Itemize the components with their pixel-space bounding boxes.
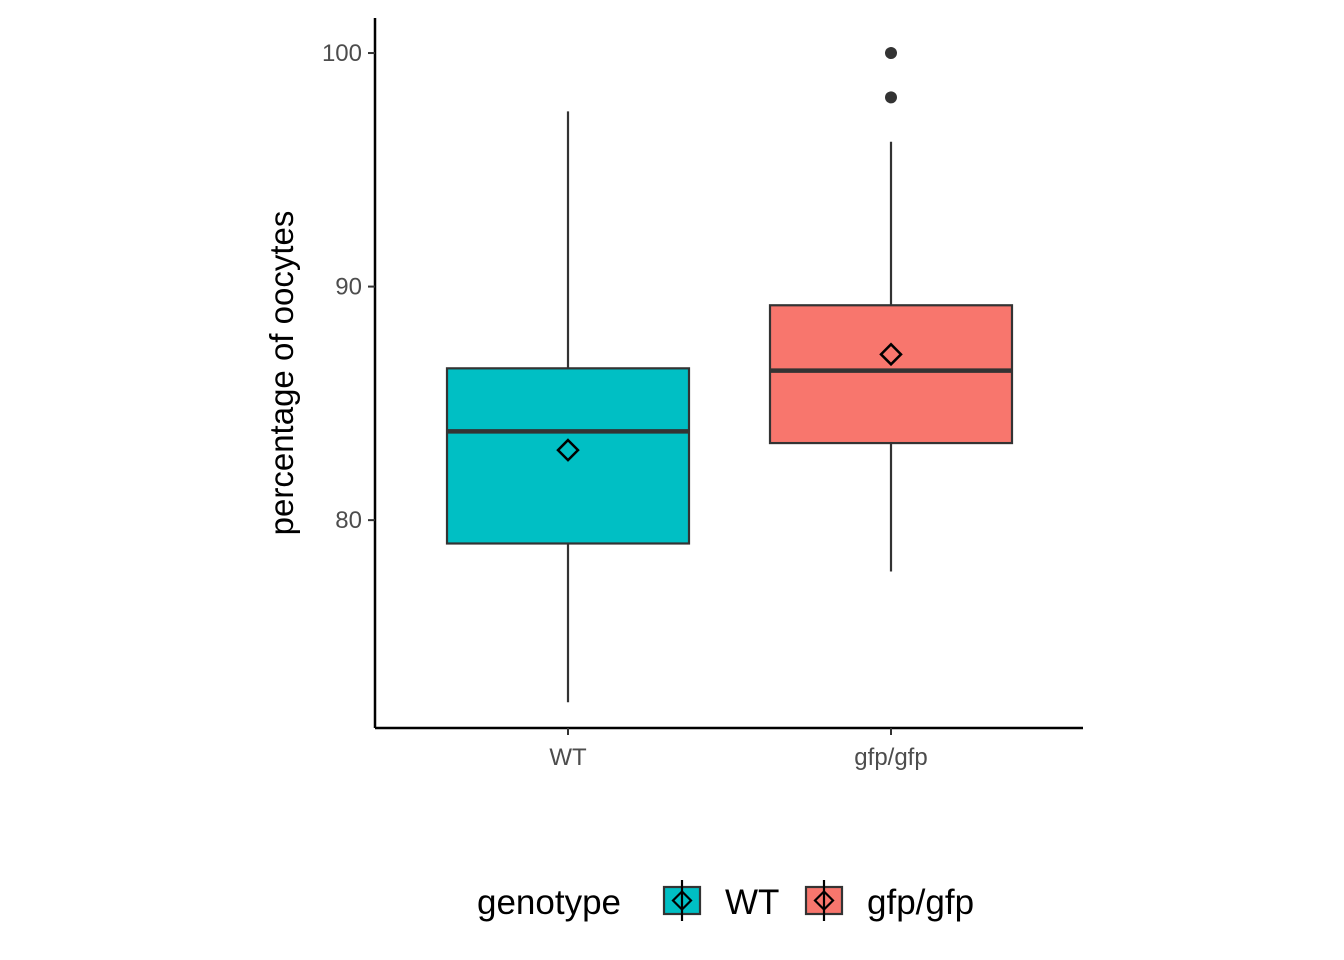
legend-key-gfp-gfp — [804, 880, 844, 921]
box-gfp-gfp — [768, 47, 1014, 572]
axes: 80 90 100 WT gfp/gfp percentage of oocytes — [263, 18, 1083, 771]
outlier-point — [885, 47, 897, 60]
legend-mean-symbol — [671, 889, 693, 912]
y-tick-label: 80 — [335, 507, 362, 534]
x-tick-label: WT — [549, 744, 587, 771]
legend-label: gfp/gfp — [867, 883, 974, 922]
outlier-point — [885, 91, 897, 104]
legend-title: genotype — [477, 883, 621, 922]
legend-label: WT — [725, 883, 779, 922]
box-body — [768, 304, 1014, 445]
y-axis-title: percentage of oocytes — [263, 211, 300, 536]
legend-key-wt — [662, 880, 702, 921]
y-axis-ticks: 80 90 100 — [322, 40, 375, 534]
x-axis-ticks: WT gfp/gfp — [549, 728, 928, 771]
box-body — [445, 367, 691, 545]
x-tick-label: gfp/gfp — [854, 744, 927, 771]
y-tick-label: 90 — [335, 274, 362, 301]
legend-mean-symbol — [813, 889, 835, 912]
plot-area — [445, 47, 1014, 703]
mean-point — [556, 438, 580, 462]
mean-point — [879, 342, 903, 367]
legend: genotype WT gfp/gfp — [477, 880, 974, 922]
box-wt — [445, 111, 691, 703]
y-tick-label: 100 — [322, 40, 362, 67]
